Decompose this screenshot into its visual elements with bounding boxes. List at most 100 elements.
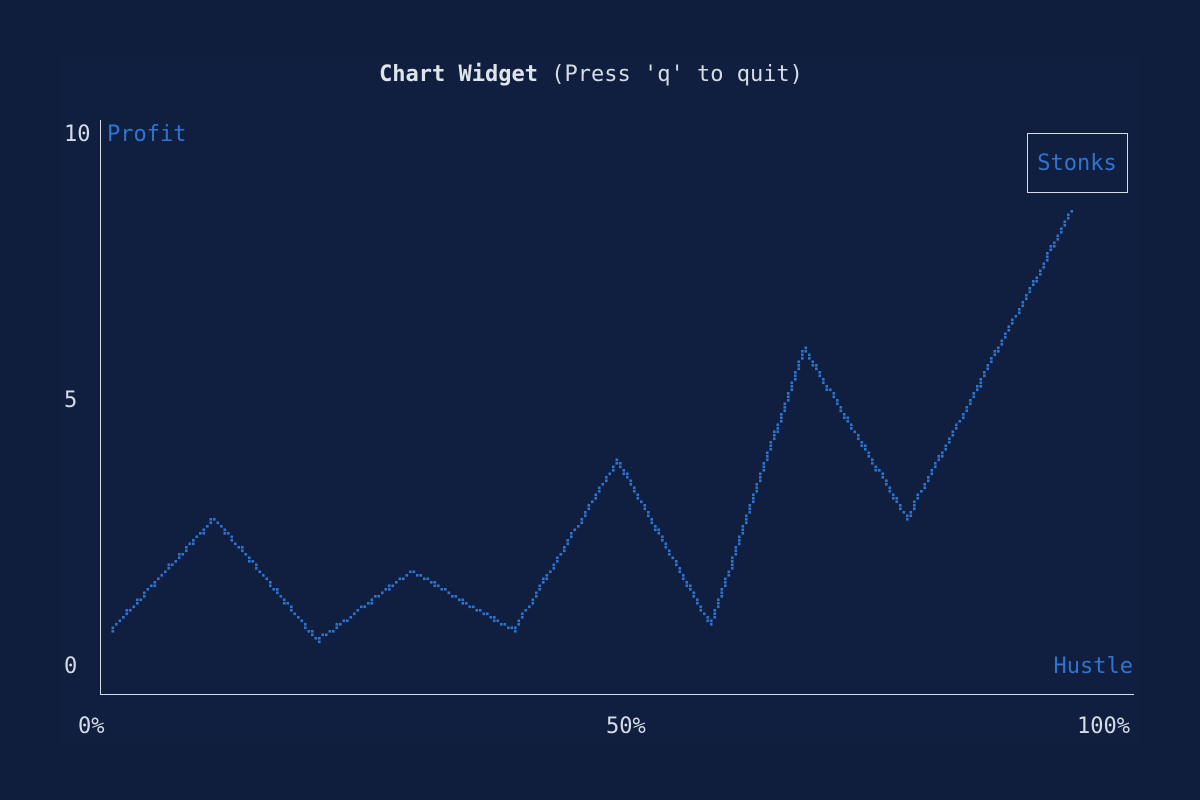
series-point [958,420,962,423]
series-point [906,514,909,518]
series-point [808,353,811,357]
series-point [668,549,671,553]
series-point [612,469,615,472]
window-title: Chart Widget (Press 'q' to quit) [0,61,1182,89]
series-point [143,591,146,595]
series-point [269,584,272,588]
series-point [794,378,797,381]
y-axis-title: Profit [107,122,186,147]
series-point [230,539,234,542]
series-point [1018,308,1021,311]
series-point [500,623,503,626]
series-point [717,602,720,605]
series-point [573,528,577,532]
series-point [192,539,195,542]
series-point [591,500,594,504]
series-point [720,595,724,598]
series-point [843,416,846,420]
series-point [727,574,731,577]
x-axis-title: Hustle [1054,654,1133,679]
series-point [822,381,825,385]
series-point [454,595,458,598]
legend-entry-stonks: Stonks [1037,151,1116,176]
series-point [752,497,755,500]
series-point [976,388,979,392]
series-point [535,591,538,595]
series-point [864,444,867,448]
series-point [787,395,790,399]
series-point [524,609,528,612]
series-point [629,479,633,483]
series-point [538,584,542,588]
series-point [335,626,339,630]
series-point [570,535,573,539]
series-point [202,528,206,532]
series-point [766,451,769,455]
series-point [1018,311,1021,315]
series-point [405,574,409,577]
series-point [122,616,125,619]
series-point [955,427,958,430]
series-point [892,493,895,497]
series-point [773,437,776,441]
y-tick-label-0: 0 [64,654,77,679]
series-point [962,413,965,416]
series-point [178,553,181,556]
series-point [531,602,535,605]
series-point [545,574,549,577]
series-point [801,353,804,357]
series-point [745,518,748,521]
series-point [286,602,290,605]
series-point [521,612,524,616]
series-point [220,525,223,528]
series-point [790,381,794,385]
series-point [993,350,997,353]
series-point [563,549,566,553]
series-point [860,444,864,448]
series-point [997,346,1000,350]
series-point [237,546,241,549]
series-point [311,630,314,633]
series-point [892,497,895,500]
series-point [339,623,342,626]
series-point [517,623,521,626]
series-point [720,588,724,591]
series-point [251,560,255,563]
series-point [622,469,626,472]
series-point [1046,259,1049,262]
series-point [776,430,780,434]
series-point [794,371,797,374]
series-point [486,612,489,616]
series-point [664,546,668,549]
series-point [699,609,703,612]
series-point [1067,213,1070,217]
x-tick-label-50: 50% [606,714,646,739]
series-point [913,500,916,504]
series-point [895,500,899,504]
series-point [307,630,311,633]
series-point [132,605,136,609]
series-point [538,588,542,591]
series-point [265,577,269,581]
series-point [734,549,738,553]
series-point [1063,220,1067,224]
series-point [934,462,937,465]
series-point [381,591,384,595]
series-point [1007,325,1011,329]
series-point [703,612,706,616]
series-point [244,553,248,556]
series-point [766,455,769,458]
series-point [349,616,353,619]
series-point [671,556,675,560]
series-point [619,465,622,469]
series-point [248,560,251,563]
series-point [318,637,321,640]
series-point [804,346,808,350]
series-point [594,497,598,500]
series-point [748,504,752,507]
series-point [825,388,829,392]
series-point [934,465,937,469]
series-point [374,595,377,598]
series-point [370,598,374,602]
series-point [762,462,766,465]
